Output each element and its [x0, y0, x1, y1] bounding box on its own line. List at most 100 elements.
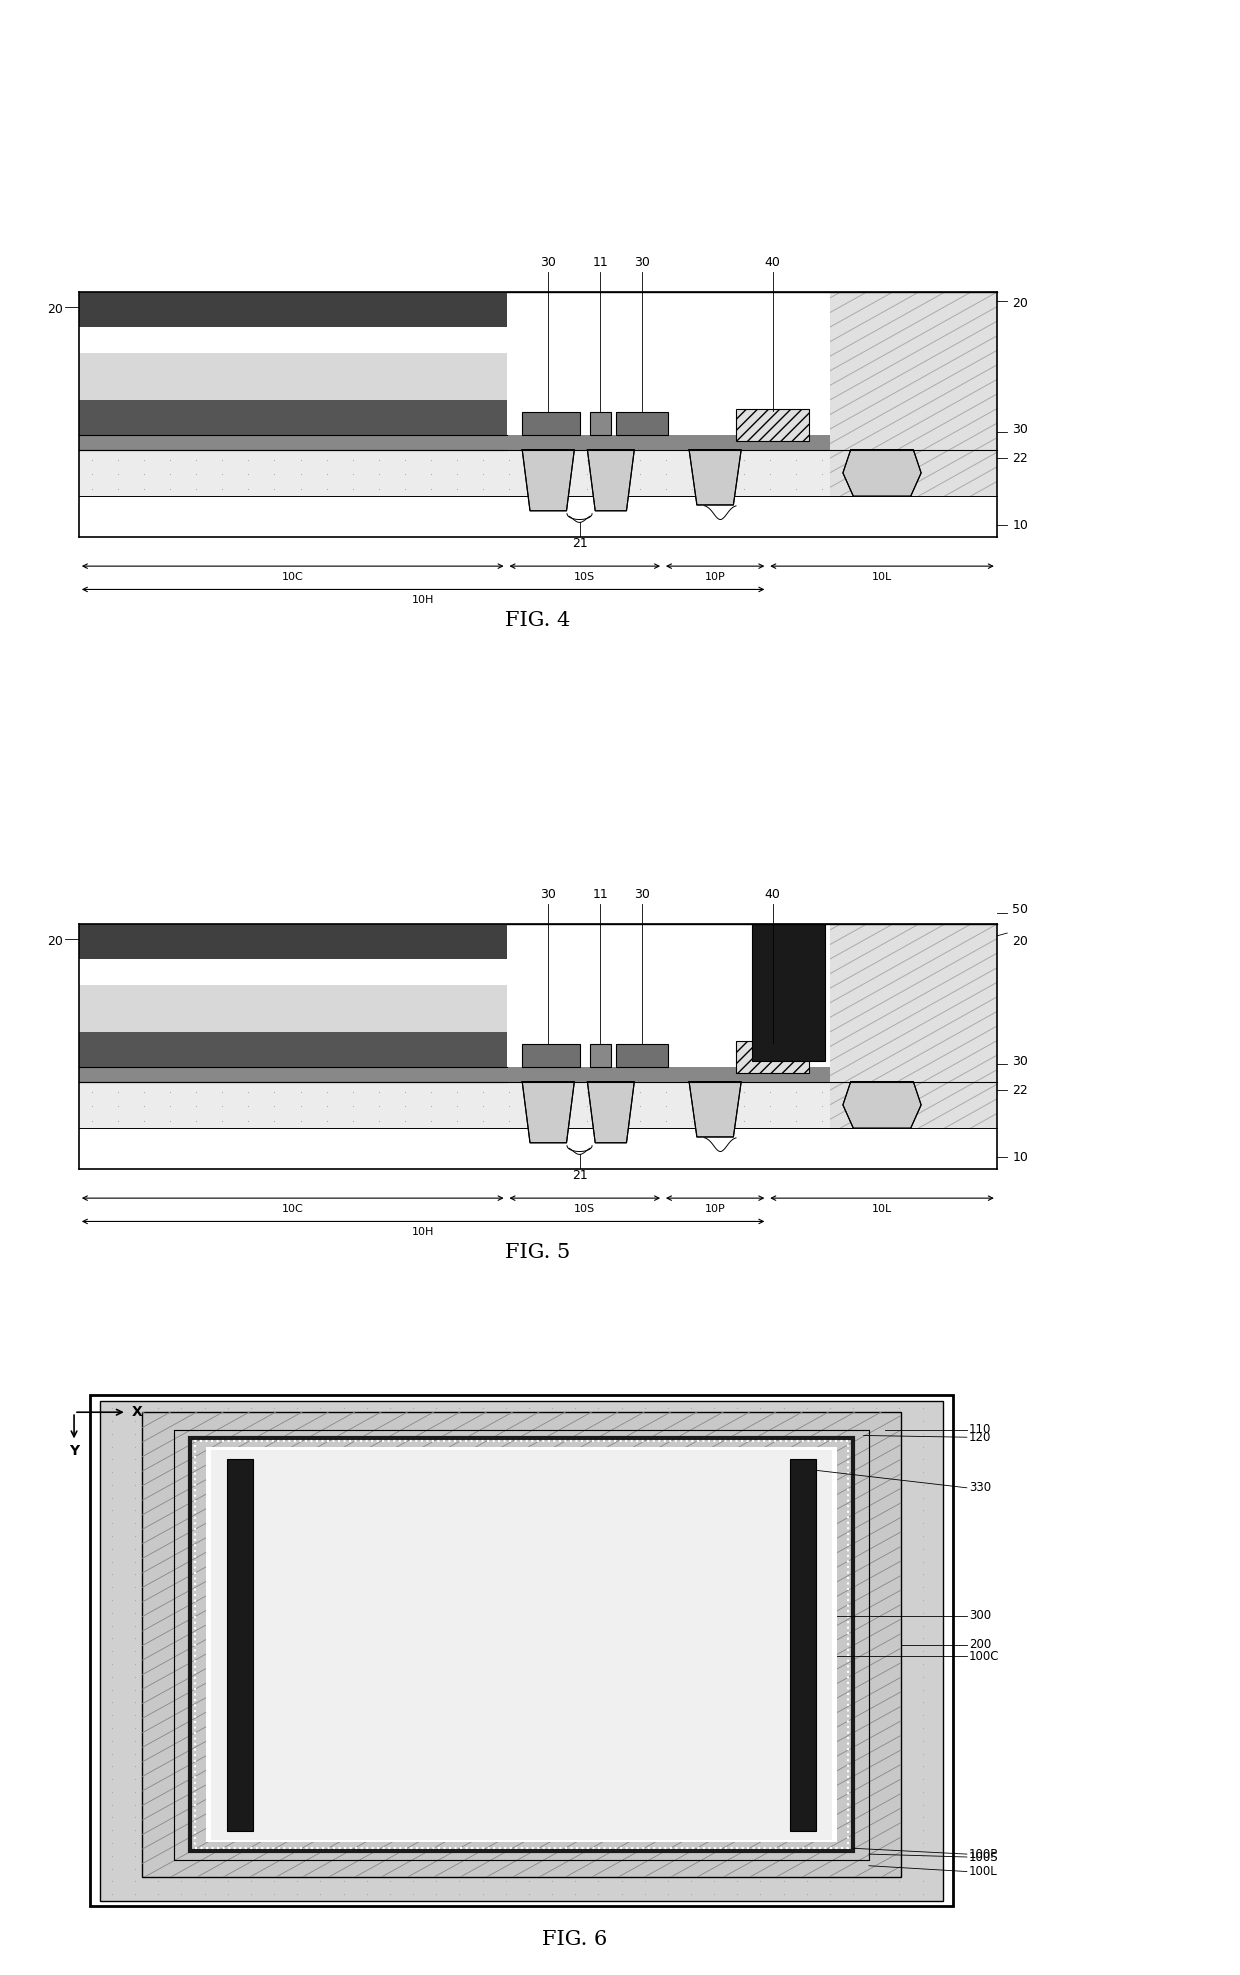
Point — [434, 988, 454, 1019]
Point — [149, 1712, 169, 1744]
Text: 20: 20 — [1012, 298, 1028, 310]
Point — [288, 1866, 308, 1898]
Point — [379, 1572, 399, 1604]
Point — [472, 1789, 492, 1821]
Point — [195, 1853, 215, 1884]
Point — [727, 484, 746, 515]
Point — [867, 1623, 887, 1655]
Point — [218, 1584, 238, 1616]
Bar — [195, 1442, 848, 1849]
Point — [605, 468, 625, 500]
Point — [880, 1096, 900, 1128]
Point — [100, 379, 120, 411]
Point — [160, 1106, 180, 1138]
Point — [160, 444, 180, 476]
Text: 30: 30 — [634, 257, 650, 269]
Point — [820, 1610, 839, 1641]
Point — [820, 1507, 839, 1539]
Point — [565, 1444, 585, 1475]
Point — [520, 1724, 539, 1756]
Point — [565, 1572, 585, 1604]
Point — [520, 1430, 539, 1462]
Point — [357, 1495, 377, 1527]
Point — [288, 988, 308, 1019]
Point — [681, 1738, 701, 1770]
Point — [728, 1801, 748, 1833]
Point — [734, 1106, 754, 1138]
Point — [149, 1853, 169, 1884]
Point — [351, 988, 371, 1019]
Point — [357, 1546, 377, 1578]
Point — [496, 1404, 516, 1436]
Point — [889, 1558, 909, 1590]
Point — [122, 356, 141, 387]
Point — [379, 1418, 399, 1450]
Text: 11: 11 — [593, 257, 609, 269]
Point — [195, 1521, 215, 1552]
Point — [681, 1392, 701, 1424]
Point — [880, 1108, 900, 1140]
Point — [843, 1584, 863, 1616]
Point — [288, 1572, 308, 1604]
Point — [427, 1827, 446, 1858]
Point — [889, 1469, 909, 1501]
Point — [542, 1598, 562, 1629]
Point — [542, 1418, 562, 1450]
Point — [611, 1507, 631, 1539]
Point — [149, 1546, 169, 1578]
Point — [264, 1853, 284, 1884]
Point — [125, 1456, 145, 1487]
Point — [379, 1750, 399, 1781]
Point — [658, 1649, 678, 1681]
Point — [704, 1673, 724, 1704]
Point — [357, 1815, 377, 1847]
Point — [913, 1495, 932, 1527]
Point — [334, 1724, 353, 1756]
Point — [820, 1789, 839, 1821]
Point — [267, 356, 286, 387]
Point — [559, 1112, 579, 1144]
Point — [843, 1392, 863, 1424]
Point — [309, 344, 329, 375]
Point — [708, 1106, 728, 1138]
Point — [427, 1673, 446, 1704]
Point — [241, 1598, 260, 1629]
Point — [635, 1661, 655, 1693]
Point — [913, 1815, 932, 1847]
Point — [316, 458, 336, 490]
Point — [658, 1801, 678, 1833]
Point — [704, 1635, 724, 1667]
Point — [472, 1853, 492, 1884]
Point — [611, 1712, 631, 1744]
Point — [880, 454, 900, 486]
Point — [889, 1572, 909, 1604]
Point — [786, 458, 806, 490]
Point — [264, 1404, 284, 1436]
Point — [820, 1456, 839, 1487]
Point — [864, 458, 884, 490]
Point — [472, 1558, 492, 1590]
Point — [310, 1481, 330, 1513]
Point — [916, 1090, 936, 1122]
Point — [334, 1610, 353, 1641]
Point — [760, 474, 780, 506]
Point — [357, 1712, 377, 1744]
Point — [750, 1878, 770, 1910]
Point — [310, 1584, 330, 1616]
Point — [413, 379, 433, 411]
Point — [889, 1764, 909, 1795]
Point — [334, 1495, 353, 1527]
Point — [247, 1011, 267, 1043]
Point — [541, 1068, 560, 1100]
Point — [474, 444, 494, 476]
Point — [496, 1546, 516, 1578]
Point — [241, 1698, 260, 1730]
Point — [195, 1673, 215, 1704]
Point — [357, 1598, 377, 1629]
Point — [472, 1533, 492, 1564]
Point — [379, 1456, 399, 1487]
Point — [218, 1623, 238, 1655]
Point — [889, 1610, 909, 1641]
Point — [267, 999, 286, 1031]
Point — [264, 1712, 284, 1744]
